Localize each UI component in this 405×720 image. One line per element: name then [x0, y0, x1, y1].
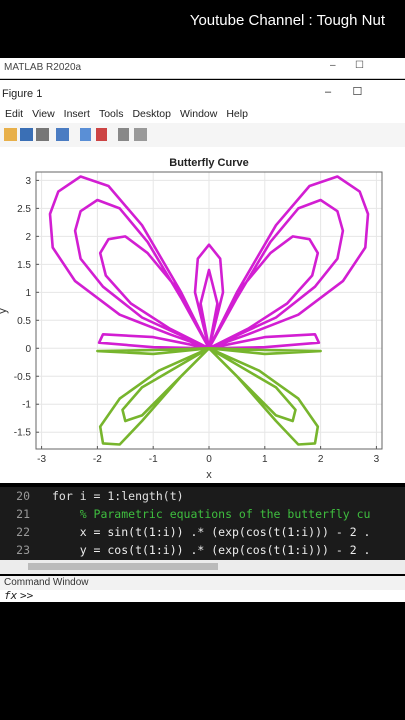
window-controls[interactable]: – ☐ [330, 60, 364, 71]
y-tick-label: -0.5 [14, 372, 32, 383]
y-tick-label: 1.5 [17, 260, 31, 271]
y-tick-label: 2 [25, 232, 31, 243]
x-tick-label: 0 [206, 454, 212, 465]
y-tick-label: -1.5 [14, 428, 32, 439]
overlay-title: Youtube Channel : Tough Nut [189, 12, 385, 29]
menu-item[interactable]: View [32, 108, 55, 120]
figure-title: Figure 1 [2, 88, 43, 100]
y-tick-label: -1 [22, 400, 31, 411]
code-text: for i = 1:length(t) [52, 489, 184, 503]
code-line: 22 x = sin(t(1:i)) .* (exp(cos(t(1:i))) … [0, 525, 371, 543]
x-tick-label: 2 [318, 454, 324, 465]
line-number: 21 [16, 507, 30, 521]
code-line: 23 y = cos(t(1:i)) .* (exp(cos(t(1:i))) … [0, 543, 371, 560]
scrollbar[interactable] [0, 560, 405, 574]
icon[interactable] [118, 128, 129, 141]
code-text: x = sin(t(1:i)) .* (exp(cos(t(1:i))) - 2… [52, 525, 371, 539]
icon[interactable] [36, 128, 49, 141]
icon[interactable] [134, 128, 147, 141]
code-text: % Parametric equations of the butterfly … [52, 507, 371, 521]
toolbar-icons [4, 128, 147, 141]
axes-box [35, 171, 383, 450]
scroll-thumb[interactable] [28, 563, 218, 570]
menu-item[interactable]: Window [179, 108, 218, 120]
plot-area: Butterfly Curve x y -3 -2 -1 0 1 2 3 -1.5 -1 -0.5… [0, 147, 405, 483]
x-tick-label: -2 [93, 454, 102, 465]
y-tick-label: 2.5 [17, 204, 31, 215]
figure-controls[interactable]: – ☐ [325, 86, 363, 98]
curve [48, 175, 370, 350]
code-line: 21 % Parametric equations of the butterf… [0, 507, 371, 525]
icon[interactable] [80, 128, 91, 141]
code-line: 20 for i = 1:length(t) [0, 489, 184, 507]
chart-title: Butterfly Curve [169, 157, 248, 169]
menu-item[interactable]: Desktop [132, 108, 171, 120]
app-title-bar: MATLAB R2020a – ☐ [0, 58, 405, 79]
icon[interactable] [96, 128, 107, 141]
chart: Butterfly Curve x y -3 -2 -1 0 1 2 3 -1.5 -1 -0.5… [0, 157, 383, 481]
line-number: 20 [16, 489, 30, 503]
command-prompt[interactable]: fx >> [0, 589, 405, 602]
app-title: MATLAB R2020a [4, 62, 82, 73]
prompt: >> [20, 589, 34, 602]
y-axis-label: y [0, 308, 9, 314]
y-tick-label: 1 [25, 288, 31, 299]
code-editor[interactable]: 20 for i = 1:length(t) 21 % Parametric equ… [0, 487, 405, 560]
icon[interactable] [4, 128, 17, 141]
command-window-bar: Command Window [0, 576, 405, 590]
icon[interactable] [20, 128, 33, 141]
x-tick-label: 3 [374, 454, 380, 465]
figure-title-bar: Figure 1 – ☐ [0, 80, 405, 105]
menu-item[interactable]: Edit [5, 108, 24, 120]
y-tick-label: 0 [25, 344, 31, 355]
command-window-title: Command Window [4, 577, 89, 588]
x-tick-label: -3 [37, 454, 46, 465]
x-axis-label: x [206, 469, 212, 481]
menu-item[interactable]: Help [226, 108, 248, 120]
menu-item[interactable]: Insert [63, 108, 90, 120]
curve [96, 347, 322, 446]
x-tick-label: 1 [262, 454, 268, 465]
fx-icon: fx [4, 589, 18, 602]
toolbar [0, 123, 405, 148]
menu-item[interactable]: Tools [98, 108, 124, 120]
icon[interactable] [56, 128, 69, 141]
line-number: 22 [16, 525, 30, 539]
y-tick-label: 3 [25, 176, 31, 187]
line-number: 23 [16, 543, 30, 557]
y-tick-label: 0.5 [17, 316, 31, 327]
x-tick-label: -1 [149, 454, 158, 465]
code-text: y = cos(t(1:i)) .* (exp(cos(t(1:i))) - 2… [52, 543, 371, 557]
menu-bar: Edit View Insert Tools Desktop Window Help [0, 105, 405, 123]
